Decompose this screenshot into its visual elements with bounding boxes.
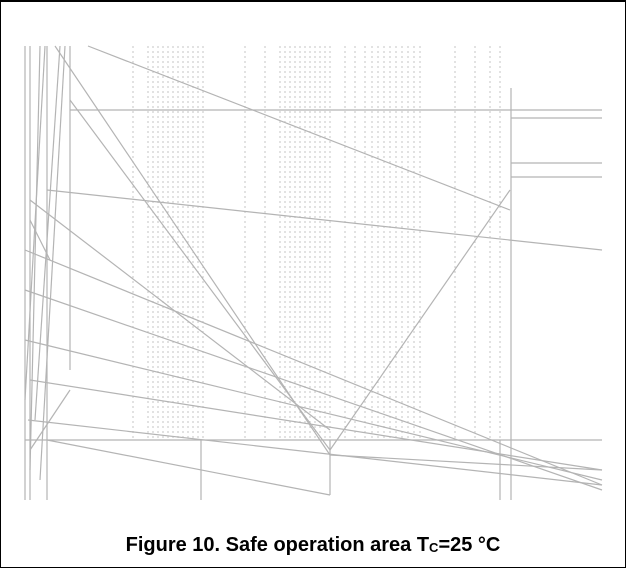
caption-subscript: C [429,540,439,555]
curve-line [24,249,603,486]
curve-line [29,389,71,451]
curve-line [24,339,603,481]
curve-line [29,379,603,471]
curve-line [27,419,603,486]
curve-line [29,219,51,261]
curve-line [69,99,331,451]
curve-line [24,45,46,401]
curve-line [39,45,66,481]
figure-caption: Figure 10. Safe operation area TC=25 °C [0,533,626,560]
dotted-gridlines [132,46,501,440]
curve-line [46,189,603,251]
caption-prefix: Figure 10. Safe operation area T [125,534,430,556]
curve-line [29,199,331,431]
curve-line [24,289,603,491]
curve-line [34,45,61,421]
curve-line [29,45,41,471]
solid-lines [24,45,603,500]
curve-line [46,439,331,496]
caption-suffix: =25 °C [438,534,501,556]
curve-line [87,45,511,211]
curve-line [329,189,511,451]
curve-line [54,45,331,456]
curve-line [329,454,603,471]
